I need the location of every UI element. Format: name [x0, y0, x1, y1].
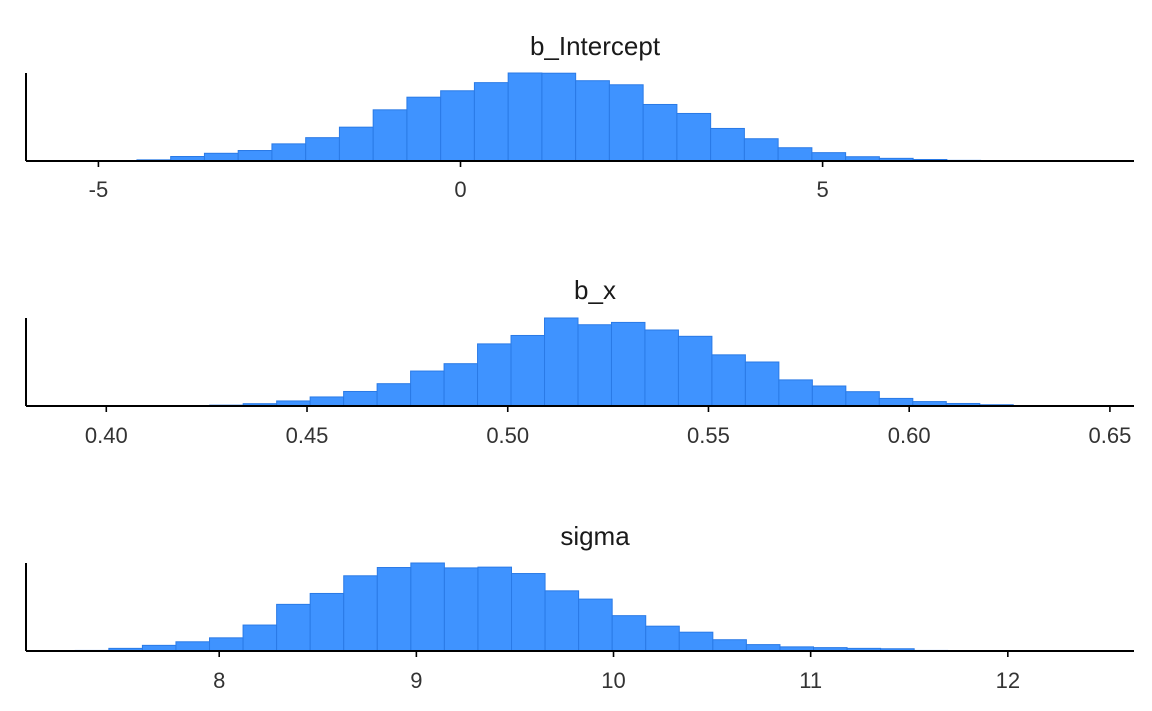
histogram-bar	[343, 390, 378, 407]
histogram-bar	[440, 90, 475, 162]
histogram-bar	[271, 143, 307, 162]
x-tick-label: 12	[996, 668, 1020, 693]
histogram-bar	[376, 383, 412, 407]
x-tick-label: -5	[89, 177, 109, 202]
histogram-bar	[710, 127, 745, 162]
histogram-bar	[811, 385, 847, 407]
histogram-bar	[878, 397, 914, 407]
x-tick-label: 9	[410, 668, 422, 693]
x-tick-label: 10	[601, 668, 625, 693]
histogram-bar	[511, 573, 546, 652]
histogram-bar	[510, 334, 546, 407]
histogram-bar	[237, 150, 273, 162]
x-tick-label: 0	[454, 177, 466, 202]
histogram-bar	[443, 363, 479, 407]
histogram-bar	[712, 639, 747, 652]
histogram-bar	[203, 152, 239, 162]
histogram-bar	[577, 324, 612, 407]
panel-b-x: b_x 0.40 0.45 0.50 0.55 0.60 0.65	[25, 275, 1134, 448]
panel-title: sigma	[560, 521, 630, 551]
x-tick-label: 0.55	[687, 423, 730, 448]
histogram-bar	[778, 379, 813, 407]
histogram-bar	[845, 391, 880, 407]
x-tick-label: 11	[799, 668, 822, 693]
histogram-bar	[544, 317, 579, 407]
histogram-bar	[610, 321, 646, 407]
histogram-bar	[642, 103, 678, 162]
histogram-bar	[473, 82, 509, 162]
x-tick-label: 0.50	[486, 423, 529, 448]
panel-sigma: sigma 8 9 10 11 12	[25, 521, 1134, 693]
x-tick-label: 8	[213, 668, 225, 693]
histogram-bar	[443, 567, 479, 652]
histogram-bar	[575, 80, 610, 162]
histogram-bar	[410, 370, 445, 407]
histogram-bar	[578, 598, 613, 652]
histogram-bar	[410, 562, 445, 652]
histogram-bar	[777, 147, 813, 162]
histogram-bar	[544, 590, 580, 652]
histogram-bar	[242, 624, 278, 652]
histogram-bar	[744, 361, 780, 407]
histogram-bar	[611, 615, 647, 652]
x-tick-label: 5	[816, 177, 828, 202]
histogram-bar	[743, 138, 779, 162]
histogram-bar	[406, 96, 442, 162]
histogram-bar	[711, 354, 746, 407]
histogram-bar	[541, 72, 577, 162]
histogram-bar	[678, 631, 714, 652]
histogram-bar	[372, 109, 408, 162]
x-tick-label: 0.40	[85, 423, 128, 448]
histogram-bar	[175, 641, 211, 652]
histogram-bar	[309, 592, 345, 652]
histogram-bar	[338, 126, 374, 162]
histogram-bar	[309, 396, 345, 407]
histogram-bar	[477, 343, 512, 407]
histogram-bar	[676, 112, 712, 162]
histogram-bar	[811, 152, 847, 162]
histogram-bar	[644, 329, 679, 407]
histogram-bar	[477, 566, 513, 652]
histogram-bar	[209, 637, 244, 652]
x-tick-label: 0.45	[286, 423, 329, 448]
x-tick-label: 0.65	[1088, 423, 1131, 448]
panel-title: b_x	[574, 275, 616, 305]
panel-b-intercept: b_Intercept -5 0 5	[25, 31, 1134, 202]
histogram-bar	[376, 567, 412, 652]
histogram-bar	[677, 335, 713, 407]
histogram-bar	[343, 575, 378, 652]
histogram-bar	[276, 603, 311, 652]
histogram-bar	[608, 84, 644, 162]
histogram-bar	[507, 72, 543, 162]
histogram-bar	[305, 137, 340, 162]
x-tick-label: 0.60	[888, 423, 931, 448]
histogram-bar	[645, 625, 680, 652]
panel-title: b_Intercept	[530, 31, 661, 61]
